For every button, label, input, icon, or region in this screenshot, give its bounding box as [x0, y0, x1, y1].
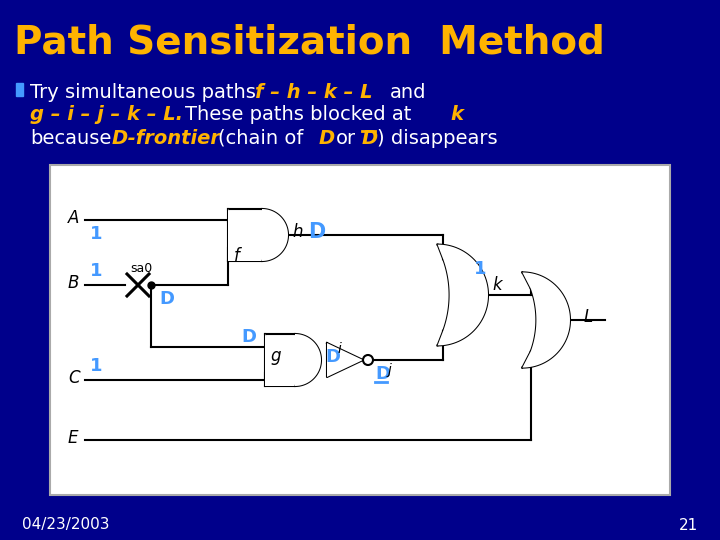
Text: k: k — [450, 105, 463, 125]
Text: 1: 1 — [90, 262, 102, 280]
Text: B: B — [68, 274, 79, 292]
Text: D: D — [308, 222, 325, 242]
Text: ) disappears: ) disappears — [377, 129, 498, 147]
Text: A: A — [68, 209, 79, 227]
Text: 1: 1 — [474, 260, 487, 278]
Text: 04/23/2003: 04/23/2003 — [22, 517, 109, 532]
Text: D: D — [325, 348, 340, 366]
Text: because: because — [30, 129, 112, 147]
Text: Path Sensitization  Method: Path Sensitization Method — [14, 23, 605, 61]
Text: L: L — [584, 308, 593, 326]
Text: (chain of: (chain of — [218, 129, 303, 147]
Text: 1: 1 — [90, 225, 102, 243]
Text: E: E — [68, 429, 78, 447]
Text: h: h — [292, 223, 302, 241]
Polygon shape — [523, 272, 570, 368]
Text: 1: 1 — [90, 357, 102, 375]
Polygon shape — [265, 334, 321, 386]
Text: or: or — [336, 129, 356, 147]
Polygon shape — [327, 343, 363, 377]
Text: f: f — [234, 247, 240, 265]
Circle shape — [363, 355, 373, 365]
Text: k: k — [492, 276, 502, 294]
Text: sa0: sa0 — [130, 262, 152, 275]
Bar — [16, 83, 23, 96]
Text: C: C — [68, 369, 80, 387]
Polygon shape — [228, 209, 288, 261]
Text: D: D — [241, 328, 256, 346]
Text: 21: 21 — [679, 517, 698, 532]
Text: j: j — [388, 363, 392, 377]
Text: Try simultaneous paths: Try simultaneous paths — [30, 83, 262, 102]
FancyBboxPatch shape — [50, 165, 670, 495]
Text: f – h – k – L: f – h – k – L — [255, 83, 372, 102]
Text: g – i – j – k – L.: g – i – j – k – L. — [30, 105, 183, 125]
Text: D: D — [319, 129, 336, 147]
Text: D: D — [159, 290, 174, 308]
Text: D-frontier: D-frontier — [112, 129, 221, 147]
Text: D: D — [375, 365, 390, 383]
Text: and: and — [390, 83, 426, 102]
Text: g: g — [270, 347, 281, 365]
Text: These paths blocked at: These paths blocked at — [185, 105, 411, 125]
Text: D: D — [362, 129, 378, 147]
Polygon shape — [438, 245, 488, 346]
Text: i: i — [338, 342, 342, 356]
